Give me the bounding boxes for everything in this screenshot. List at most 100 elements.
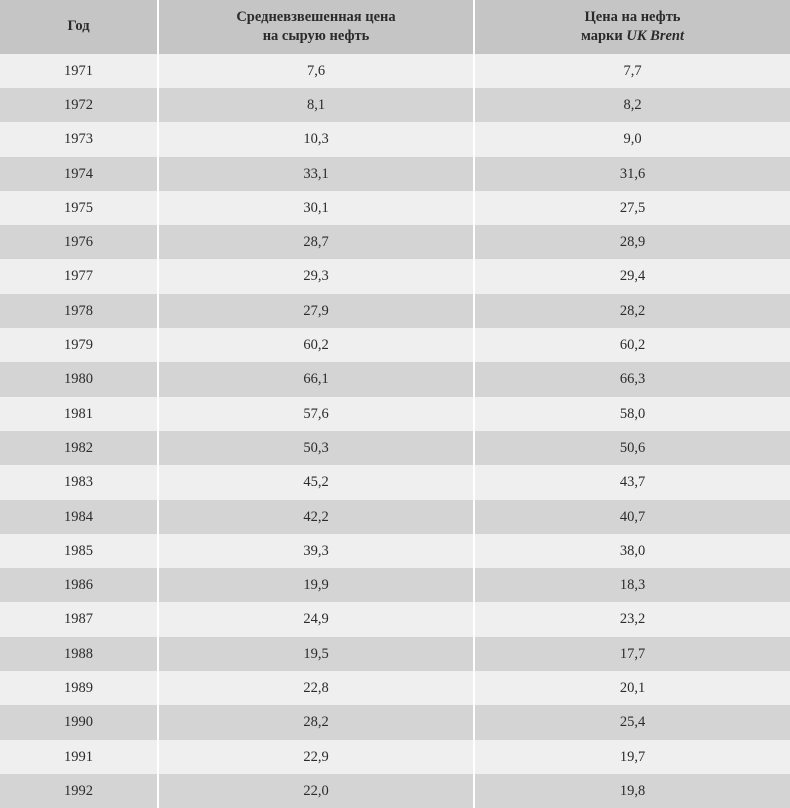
header-avg-price-line2: на сырую нефть xyxy=(263,28,370,44)
cell-avg-price: 19,5 xyxy=(158,637,474,671)
cell-avg-price: 57,6 xyxy=(158,397,474,431)
table-row: 197433,131,6 xyxy=(0,157,790,191)
cell-year: 1982 xyxy=(0,431,158,465)
header-brent-price: Цена на нефть марки UK Brent xyxy=(474,0,790,54)
cell-avg-price: 24,9 xyxy=(158,602,474,636)
cell-year: 1986 xyxy=(0,568,158,602)
table-row: 198442,240,7 xyxy=(0,500,790,534)
cell-year: 1983 xyxy=(0,465,158,499)
cell-year: 1989 xyxy=(0,671,158,705)
cell-year: 1990 xyxy=(0,705,158,739)
table-row: 199028,225,4 xyxy=(0,705,790,739)
cell-year: 1980 xyxy=(0,362,158,396)
table-body: 19717,67,719728,18,2197310,39,0197433,13… xyxy=(0,54,790,808)
cell-year: 1987 xyxy=(0,602,158,636)
cell-avg-price: 19,9 xyxy=(158,568,474,602)
cell-brent-price: 23,2 xyxy=(474,602,790,636)
cell-brent-price: 58,0 xyxy=(474,397,790,431)
table-row: 197960,260,2 xyxy=(0,328,790,362)
table-row: 197729,329,4 xyxy=(0,259,790,293)
table-row: 198922,820,1 xyxy=(0,671,790,705)
cell-avg-price: 60,2 xyxy=(158,328,474,362)
cell-brent-price: 19,7 xyxy=(474,740,790,774)
cell-brent-price: 66,3 xyxy=(474,362,790,396)
cell-year: 1975 xyxy=(0,191,158,225)
cell-year: 1985 xyxy=(0,534,158,568)
cell-year: 1978 xyxy=(0,294,158,328)
cell-brent-price: 7,7 xyxy=(474,54,790,88)
table-row: 19728,18,2 xyxy=(0,88,790,122)
cell-year: 1984 xyxy=(0,500,158,534)
table-row: 198250,350,6 xyxy=(0,431,790,465)
cell-year: 1977 xyxy=(0,259,158,293)
cell-brent-price: 50,6 xyxy=(474,431,790,465)
cell-brent-price: 18,3 xyxy=(474,568,790,602)
cell-brent-price: 19,8 xyxy=(474,774,790,808)
table-row: 198539,338,0 xyxy=(0,534,790,568)
cell-brent-price: 60,2 xyxy=(474,328,790,362)
cell-avg-price: 28,2 xyxy=(158,705,474,739)
cell-year: 1976 xyxy=(0,225,158,259)
cell-year: 1988 xyxy=(0,637,158,671)
table-row: 197827,928,2 xyxy=(0,294,790,328)
cell-avg-price: 22,0 xyxy=(158,774,474,808)
table-row: 198724,923,2 xyxy=(0,602,790,636)
header-brent-prefix: марки xyxy=(581,28,626,44)
cell-brent-price: 27,5 xyxy=(474,191,790,225)
oil-price-table: Год Средневзвешенная цена на сырую нефть… xyxy=(0,0,790,808)
cell-brent-price: 28,9 xyxy=(474,225,790,259)
table-row: 197310,39,0 xyxy=(0,122,790,156)
cell-year: 1981 xyxy=(0,397,158,431)
cell-avg-price: 30,1 xyxy=(158,191,474,225)
table-row: 198066,166,3 xyxy=(0,362,790,396)
cell-avg-price: 22,9 xyxy=(158,740,474,774)
header-avg-price-line1: Средневзвешенная цена xyxy=(236,9,395,25)
cell-year: 1971 xyxy=(0,54,158,88)
cell-year: 1979 xyxy=(0,328,158,362)
header-brent-line1: Цена на нефть xyxy=(585,9,681,25)
table-row: 199122,919,7 xyxy=(0,740,790,774)
cell-brent-price: 43,7 xyxy=(474,465,790,499)
table-row: 198157,658,0 xyxy=(0,397,790,431)
cell-avg-price: 66,1 xyxy=(158,362,474,396)
cell-brent-price: 17,7 xyxy=(474,637,790,671)
cell-avg-price: 42,2 xyxy=(158,500,474,534)
cell-brent-price: 25,4 xyxy=(474,705,790,739)
table-header: Год Средневзвешенная цена на сырую нефть… xyxy=(0,0,790,54)
cell-avg-price: 7,6 xyxy=(158,54,474,88)
cell-brent-price: 38,0 xyxy=(474,534,790,568)
header-row: Год Средневзвешенная цена на сырую нефть… xyxy=(0,0,790,54)
table-row: 198619,918,3 xyxy=(0,568,790,602)
cell-brent-price: 40,7 xyxy=(474,500,790,534)
cell-avg-price: 50,3 xyxy=(158,431,474,465)
cell-avg-price: 39,3 xyxy=(158,534,474,568)
header-brent-italic: UK Brent xyxy=(626,28,684,44)
cell-avg-price: 27,9 xyxy=(158,294,474,328)
cell-brent-price: 28,2 xyxy=(474,294,790,328)
cell-year: 1974 xyxy=(0,157,158,191)
header-avg-price: Средневзвешенная цена на сырую нефть xyxy=(158,0,474,54)
cell-avg-price: 29,3 xyxy=(158,259,474,293)
cell-brent-price: 29,4 xyxy=(474,259,790,293)
table-row: 197530,127,5 xyxy=(0,191,790,225)
cell-avg-price: 33,1 xyxy=(158,157,474,191)
cell-avg-price: 10,3 xyxy=(158,122,474,156)
table-row: 197628,728,9 xyxy=(0,225,790,259)
cell-year: 1991 xyxy=(0,740,158,774)
header-year: Год xyxy=(0,0,158,54)
cell-avg-price: 28,7 xyxy=(158,225,474,259)
table-row: 198345,243,7 xyxy=(0,465,790,499)
table-row: 199222,019,8 xyxy=(0,774,790,808)
cell-avg-price: 45,2 xyxy=(158,465,474,499)
cell-year: 1992 xyxy=(0,774,158,808)
cell-year: 1972 xyxy=(0,88,158,122)
cell-brent-price: 20,1 xyxy=(474,671,790,705)
cell-brent-price: 9,0 xyxy=(474,122,790,156)
table-row: 19717,67,7 xyxy=(0,54,790,88)
oil-price-table-container: Год Средневзвешенная цена на сырую нефть… xyxy=(0,0,790,808)
cell-year: 1973 xyxy=(0,122,158,156)
cell-avg-price: 8,1 xyxy=(158,88,474,122)
cell-brent-price: 31,6 xyxy=(474,157,790,191)
cell-brent-price: 8,2 xyxy=(474,88,790,122)
cell-avg-price: 22,8 xyxy=(158,671,474,705)
